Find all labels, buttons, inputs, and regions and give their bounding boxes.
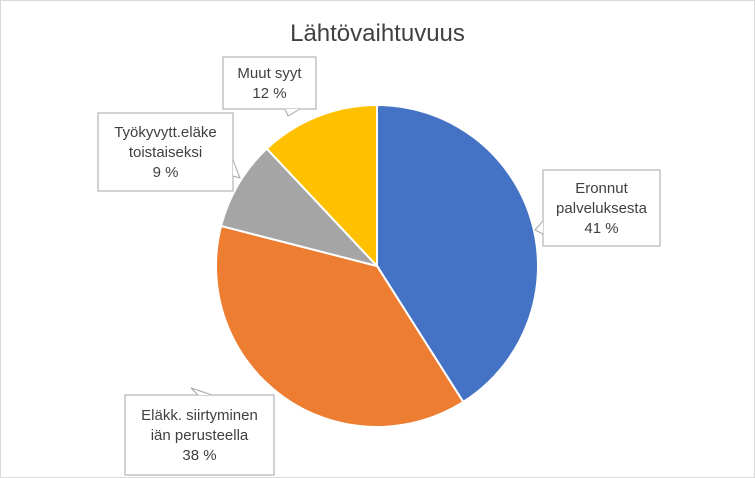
pie-slice [265, 103, 378, 269]
slice-category-label: Eronnut [575, 180, 628, 197]
chart-title: Lähtövaihtuvuus [290, 20, 465, 47]
data-label-callout: Työkyvytt.eläke toistaiseksi 9 % [97, 112, 241, 192]
slice-value-label: 38 % [182, 447, 216, 464]
slice-category-label: toistaiseksi [129, 144, 202, 161]
slice-category-label: palveluksesta [556, 200, 648, 217]
slice-category-label: iän perusteella [151, 427, 249, 444]
data-label-callout: Eläkk. siirtyminen iän perusteella 38 % [124, 387, 275, 476]
slice-category-label: Eläkk. siirtyminen [141, 407, 258, 424]
pie-slice [219, 147, 381, 268]
slice-category-label: Työkyvytt.eläke [114, 124, 217, 141]
pie-slice [215, 224, 465, 428]
slice-value-label: 12 % [252, 85, 286, 102]
slice-category-label: Muut syyt [237, 65, 302, 82]
slice-value-label: 41 % [584, 220, 618, 237]
data-label-callout: Eronnut palveluksesta 41 % [534, 169, 661, 247]
data-label-callout: Muut syyt 12 % [222, 56, 317, 117]
slice-value-label: 9 % [153, 164, 179, 181]
